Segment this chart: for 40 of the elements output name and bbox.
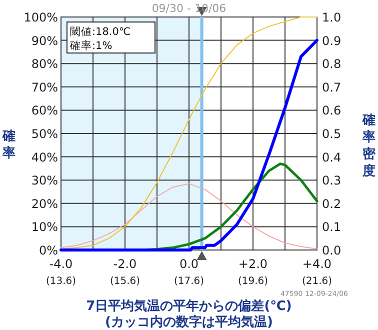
x-tick-label: -4.0 [49, 257, 73, 271]
x-tick-label: +2.0 [238, 257, 268, 271]
y-tick-label: 70% [31, 80, 58, 94]
y2-tick-label: 0.7 [322, 80, 342, 94]
text: (カッコ内の数字は平均気温) [105, 314, 273, 330]
y2-tick-label: 0.0 [322, 244, 342, 258]
y-tick-label: 10% [31, 220, 58, 234]
y-tick-label: 0% [38, 244, 58, 258]
y-tick-label: 50% [31, 127, 58, 141]
y-tick-label: 40% [31, 150, 58, 164]
y-tick-label: 80% [31, 57, 58, 72]
y-tick-label: 90% [31, 34, 58, 48]
x-axis-title: 7日平均気温の平年からの偏差(℃) [86, 299, 292, 314]
y2-tick-label: 0.5 [322, 127, 342, 141]
y2-tick-label: 0.4 [322, 150, 342, 164]
y2-axis-title: 確率密度 [362, 113, 376, 179]
y2-tick-label: 0.9 [322, 34, 342, 48]
x2-tick-label: (17.6) [174, 276, 204, 287]
y2-tick-label: 0.8 [322, 57, 342, 72]
x2-tick-label: (13.6) [46, 276, 76, 287]
y-tick-label: 20% [31, 196, 58, 211]
y2-tick-label: 0.1 [322, 220, 342, 234]
line-series [60, 183, 318, 250]
y2-tick-label: 0.3 [322, 174, 342, 188]
x2-tick-label: (21.6) [302, 276, 332, 287]
x-tick-label: 0.0 [179, 257, 199, 271]
y2-tick-label: 0.6 [322, 104, 342, 118]
y-tick-label: 60% [31, 104, 58, 118]
x2-tick-label: (19.6) [238, 276, 268, 287]
x-tick-label: +4.0 [302, 257, 332, 271]
chart-title: 09/30 - 10/06 [152, 2, 226, 15]
y2-tick-label: 1.0 [322, 10, 342, 24]
x2-tick-label: (15.6) [110, 276, 140, 287]
annotation: 閾値:18.0℃ [70, 26, 131, 38]
y-tick-label: 100% [24, 10, 58, 24]
x-tick-label: -2.0 [113, 257, 137, 271]
annotation: 確率:1% [69, 39, 112, 52]
y2-tick-label: 0.2 [322, 196, 342, 211]
y-tick-label: 30% [31, 174, 58, 188]
y-axis-title: 確率 [2, 129, 16, 161]
